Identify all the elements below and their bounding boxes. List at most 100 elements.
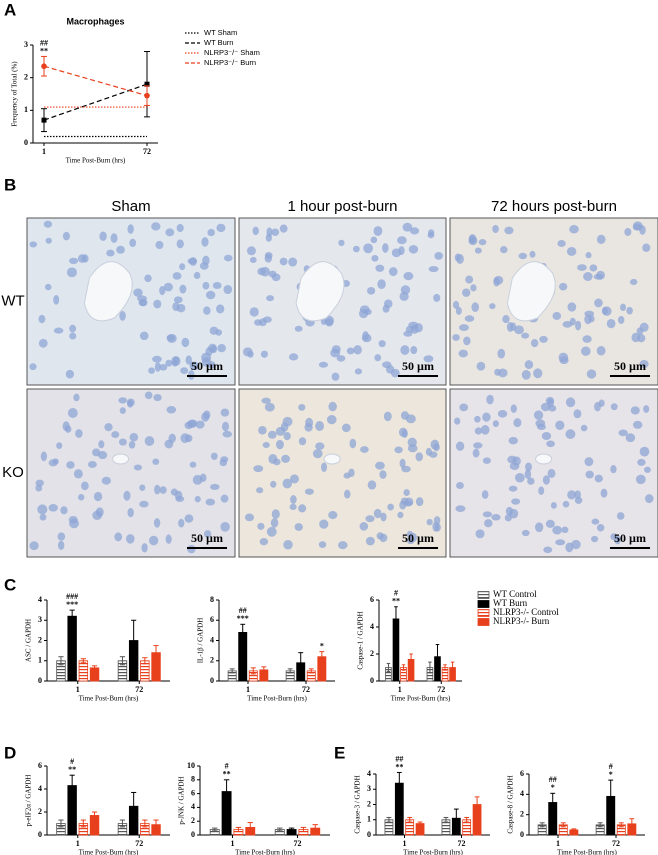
nucleus <box>480 425 490 435</box>
nucleus <box>565 397 576 408</box>
nucleus <box>427 232 435 239</box>
row-header: KO <box>2 464 24 481</box>
nucleus <box>482 457 491 464</box>
y-axis-label: p-eIF2α / GAPDH <box>25 775 33 827</box>
nucleus <box>639 322 649 332</box>
nucleus <box>370 236 378 244</box>
nucleus <box>478 239 487 246</box>
micrograph-background <box>26 388 236 558</box>
nucleus <box>375 461 385 470</box>
nucleus <box>414 323 423 333</box>
significance-label: * <box>320 641 324 650</box>
nucleus <box>423 355 434 363</box>
micrograph: 50 µm <box>238 388 447 558</box>
nucleus <box>242 347 253 357</box>
nucleus <box>596 524 605 532</box>
nucleus <box>630 406 640 415</box>
nucleus <box>497 348 506 359</box>
x-tick-label: 1 <box>556 839 560 848</box>
legend-label: NLRP3-/- Control <box>493 607 559 617</box>
nucleus <box>471 302 480 313</box>
nucleus <box>367 287 376 295</box>
nucleus <box>282 416 293 427</box>
nucleus <box>573 409 582 419</box>
y-tick-label: 4 <box>367 769 371 778</box>
nucleus <box>536 423 546 430</box>
nucleus <box>172 272 182 280</box>
nucleus <box>29 541 39 551</box>
nucleus <box>118 397 128 404</box>
nucleus <box>591 518 600 525</box>
x-tick-label: 1 <box>76 839 80 848</box>
nucleus <box>400 345 410 355</box>
nucleus <box>203 530 212 538</box>
nucleus <box>514 472 525 483</box>
nucleus <box>373 508 382 519</box>
nucleus <box>220 408 230 417</box>
nucleus <box>252 226 259 236</box>
nucleus <box>246 246 256 256</box>
nucleus <box>253 465 264 473</box>
significance-label: # <box>70 757 74 766</box>
nucleus <box>428 265 439 273</box>
nucleus <box>360 446 369 453</box>
legend-label: WT Burn <box>204 38 233 47</box>
nucleus <box>186 420 197 428</box>
nucleus <box>406 530 414 539</box>
nucleus <box>66 461 75 469</box>
nucleus <box>384 299 393 309</box>
nucleus <box>203 306 211 315</box>
nucleus <box>429 451 438 458</box>
micrograph: 50 µm <box>449 217 658 386</box>
micrograph: 50 µm <box>238 217 447 386</box>
nucleus <box>185 355 192 365</box>
nucleus <box>585 470 594 479</box>
nucleus <box>430 439 440 450</box>
nucleus <box>338 239 345 247</box>
nucleus <box>468 234 477 244</box>
nucleus <box>101 476 111 485</box>
nucleus <box>260 350 268 358</box>
vessel <box>295 261 345 322</box>
nucleus <box>219 459 228 467</box>
nucleus <box>391 248 402 258</box>
nucleus <box>380 512 387 522</box>
nucleus <box>399 291 409 302</box>
nucleus <box>397 511 404 519</box>
nucleus <box>133 464 143 471</box>
nucleus <box>433 293 441 302</box>
legend-label: WT Control <box>493 589 537 599</box>
nucleus <box>77 494 85 501</box>
nucleus <box>180 433 190 444</box>
nucleus <box>482 412 491 422</box>
scale-bar-label: 50 µm <box>191 531 223 545</box>
nucleus <box>53 295 60 305</box>
nucleus <box>281 454 290 463</box>
nucleus <box>399 458 406 468</box>
nucleus <box>524 360 534 370</box>
nucleus <box>129 238 137 248</box>
x-axis-label: Time Post-Burn (hrs) <box>557 849 617 855</box>
chart-title: Macrophages <box>66 16 124 26</box>
y-tick-label: 0 <box>24 138 28 147</box>
nucleus <box>538 486 545 495</box>
nucleus <box>542 475 550 485</box>
y-tick-label: 0 <box>520 830 524 839</box>
nucleus <box>262 316 272 323</box>
nucleus <box>166 334 175 341</box>
nucleus <box>639 225 646 235</box>
x-tick-label: 72 <box>135 685 143 694</box>
nucleus <box>222 430 232 438</box>
nucleus <box>596 270 605 280</box>
legend-swatch <box>477 618 490 626</box>
nucleus <box>504 226 514 235</box>
nucleus <box>462 288 471 297</box>
nucleus <box>318 541 327 548</box>
nucleus <box>561 526 569 534</box>
nucleus <box>199 262 209 270</box>
nucleus <box>610 403 618 411</box>
nucleus <box>574 490 581 499</box>
nucleus <box>354 368 363 375</box>
nucleus <box>148 367 155 374</box>
